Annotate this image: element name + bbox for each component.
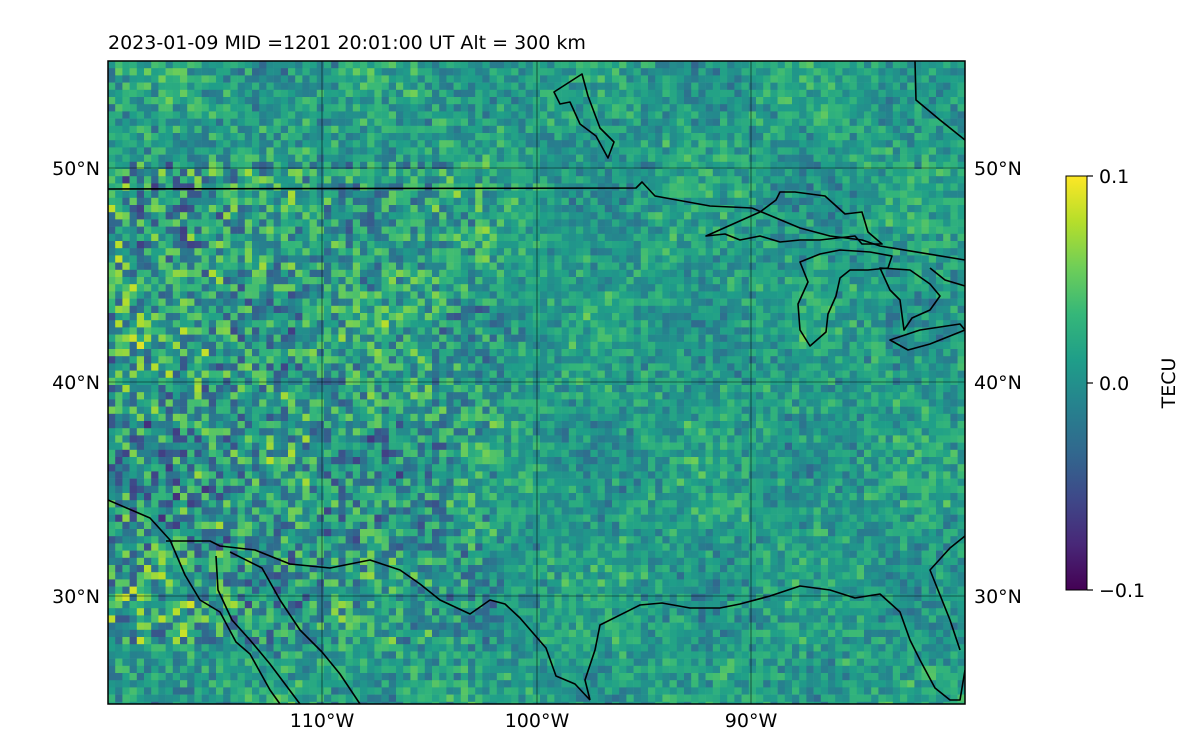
lon-label-110w: 110°W (290, 710, 355, 732)
colorbar (1065, 175, 1088, 591)
colorbar-tick-max: 0.1 (1099, 166, 1129, 188)
lake-superior (705, 191, 883, 245)
lake-winnipeg (553, 73, 615, 159)
lake-erie (889, 323, 965, 351)
colorbar-tick-min: −0.1 (1099, 580, 1145, 602)
us-mexico-border (166, 540, 591, 701)
lat-label-50-right: 50°N (974, 158, 1022, 180)
lat-label-30-left: 30°N (52, 586, 100, 608)
map-title: 2023-01-09 MID =1201 20:01:00 UT Alt = 3… (108, 32, 586, 54)
hudson-bay-coast (914, 61, 965, 141)
florida-coast (929, 535, 965, 651)
mainland-west-coast (229, 551, 361, 704)
colorbar-ticks (1087, 175, 1093, 591)
tec-heatmap (108, 61, 965, 704)
lat-label-40-right: 40°N (974, 372, 1022, 394)
lat-label-30-right: 30°N (974, 586, 1022, 608)
colorbar-tick-zero: 0.0 (1099, 373, 1129, 395)
lake-michigan (797, 249, 893, 347)
lat-label-50-left: 50°N (52, 158, 100, 180)
colorbar-label: TECU (1158, 358, 1180, 410)
graticule (108, 61, 965, 704)
baja-gulf-coast (215, 555, 301, 704)
map-area (108, 61, 965, 704)
pacific-coast-baja (108, 499, 281, 704)
great-lakes-border (751, 207, 965, 261)
us-canada-border (108, 181, 753, 209)
lat-label-40-left: 40°N (52, 372, 100, 394)
gulf-coast (584, 585, 965, 701)
lake-huron (879, 267, 941, 331)
lon-label-100w: 100°W (505, 710, 570, 732)
lon-label-90w: 90°W (725, 710, 778, 732)
lake-ontario (929, 267, 965, 287)
coastlines-and-borders (108, 61, 965, 704)
map-frame (107, 60, 966, 705)
